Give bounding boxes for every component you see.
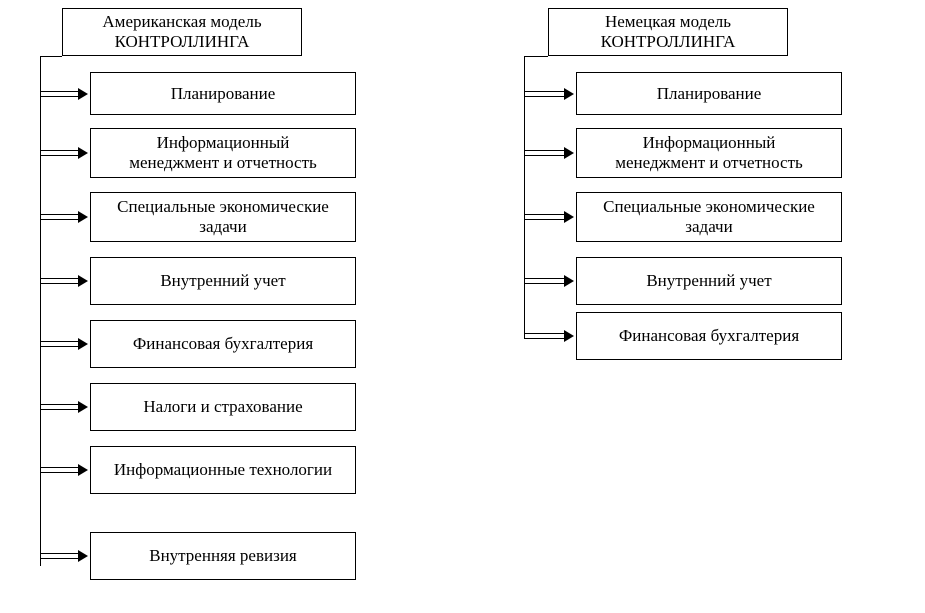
left-arrow-4 bbox=[40, 278, 88, 284]
left-item-1: Планирование bbox=[90, 72, 356, 115]
right-arrow-4 bbox=[524, 278, 574, 284]
left-item-4-line1: Внутренний учет bbox=[160, 271, 285, 291]
left-item-1-line1: Планирование bbox=[171, 84, 276, 104]
right-trunk-line bbox=[524, 56, 525, 336]
left-item-8-line1: Внутренняя ревизия bbox=[149, 546, 297, 566]
left-item-8: Внутренняя ревизия bbox=[90, 532, 356, 580]
right-header-box: Немецкая модель КОНТРОЛЛИНГА bbox=[548, 8, 788, 56]
left-arrow-1 bbox=[40, 91, 88, 97]
left-arrow-6 bbox=[40, 404, 88, 410]
left-item-4: Внутренний учет bbox=[90, 257, 356, 305]
left-item-5: Финансовая бухгалтерия bbox=[90, 320, 356, 368]
left-item-2: Информационный менеджмент и отчетность bbox=[90, 128, 356, 178]
right-item-2-line2: менеджмент и отчетность bbox=[615, 153, 803, 173]
right-item-4: Внутренний учет bbox=[576, 257, 842, 305]
right-item-3: Специальные экономические задачи bbox=[576, 192, 842, 242]
left-item-3: Специальные экономические задачи bbox=[90, 192, 356, 242]
left-arrow-5 bbox=[40, 341, 88, 347]
right-arrow-5 bbox=[524, 333, 574, 339]
right-item-5: Финансовая бухгалтерия bbox=[576, 312, 842, 360]
left-item-5-line1: Финансовая бухгалтерия bbox=[133, 334, 313, 354]
right-arrow-2 bbox=[524, 150, 574, 156]
right-arrow-1 bbox=[524, 91, 574, 97]
left-header-box: Американская модель КОНТРОЛЛИНГА bbox=[62, 8, 302, 56]
right-item-4-line1: Внутренний учет bbox=[646, 271, 771, 291]
right-arrow-3 bbox=[524, 214, 574, 220]
left-item-2-line2: менеджмент и отчетность bbox=[129, 153, 317, 173]
right-item-5-line1: Финансовая бухгалтерия bbox=[619, 326, 799, 346]
right-header-line1: Немецкая модель bbox=[605, 12, 731, 32]
left-arrow-7 bbox=[40, 467, 88, 473]
diagram-canvas: Американская модель КОНТРОЛЛИНГА Немецка… bbox=[0, 0, 925, 613]
right-item-2: Информационный менеджмент и отчетность bbox=[576, 128, 842, 178]
left-header-line2: КОНТРОЛЛИНГА bbox=[115, 32, 250, 52]
left-item-7: Информационные технологии bbox=[90, 446, 356, 494]
left-item-6-line1: Налоги и страхование bbox=[143, 397, 302, 417]
left-item-2-line1: Информационный bbox=[157, 133, 290, 153]
right-header-connector bbox=[524, 56, 548, 57]
right-item-1: Планирование bbox=[576, 72, 842, 115]
left-header-connector bbox=[40, 56, 62, 57]
left-item-6: Налоги и страхование bbox=[90, 383, 356, 431]
right-item-3-line1: Специальные экономические bbox=[603, 197, 815, 217]
left-arrow-3 bbox=[40, 214, 88, 220]
left-trunk-line bbox=[40, 56, 41, 566]
left-arrow-2 bbox=[40, 150, 88, 156]
left-item-3-line2: задачи bbox=[199, 217, 246, 237]
right-item-3-line2: задачи bbox=[685, 217, 732, 237]
left-item-7-line1: Информационные технологии bbox=[114, 460, 332, 480]
left-arrow-8 bbox=[40, 553, 88, 559]
left-header-line1: Американская модель bbox=[102, 12, 261, 32]
right-header-line2: КОНТРОЛЛИНГА bbox=[601, 32, 736, 52]
right-item-2-line1: Информационный bbox=[643, 133, 776, 153]
left-item-3-line1: Специальные экономические bbox=[117, 197, 329, 217]
right-item-1-line1: Планирование bbox=[657, 84, 762, 104]
